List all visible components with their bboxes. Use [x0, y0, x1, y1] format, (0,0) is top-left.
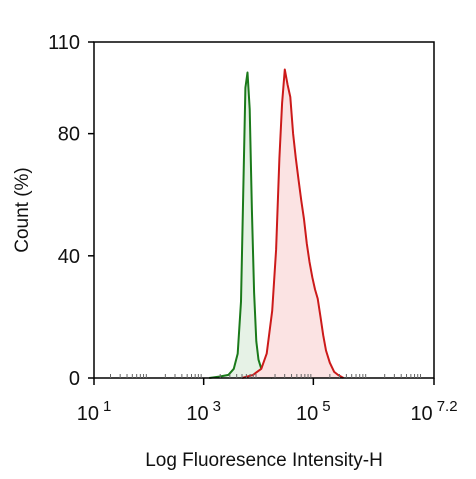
x-axis-title: Log Fluoresence Intensity-H — [145, 450, 383, 471]
x-tick-label: 10 1 — [77, 398, 112, 425]
series-1-fill — [209, 72, 273, 378]
x-tick-label: 10 7.2 — [410, 398, 457, 425]
y-axis: 0 40 80 110 — [48, 32, 94, 390]
series-2-fill — [242, 69, 344, 378]
y-tick-label: 80 — [58, 124, 80, 146]
y-tick-label: 40 — [58, 246, 80, 268]
series-layer — [209, 68, 344, 379]
series-2-line — [241, 68, 344, 379]
plot-frame — [93, 41, 435, 379]
y-tick-label: 0 — [69, 368, 80, 390]
x-tick-label: 10 5 — [296, 398, 331, 425]
y-axis-title: Count (%) — [12, 167, 33, 253]
x-axis: 10 1 10 3 10 5 10 7.2 — [77, 378, 458, 425]
x-tick-label: 10 3 — [186, 398, 221, 425]
y-tick-label: 110 — [48, 32, 80, 54]
x-minor-ticks — [110, 374, 422, 378]
